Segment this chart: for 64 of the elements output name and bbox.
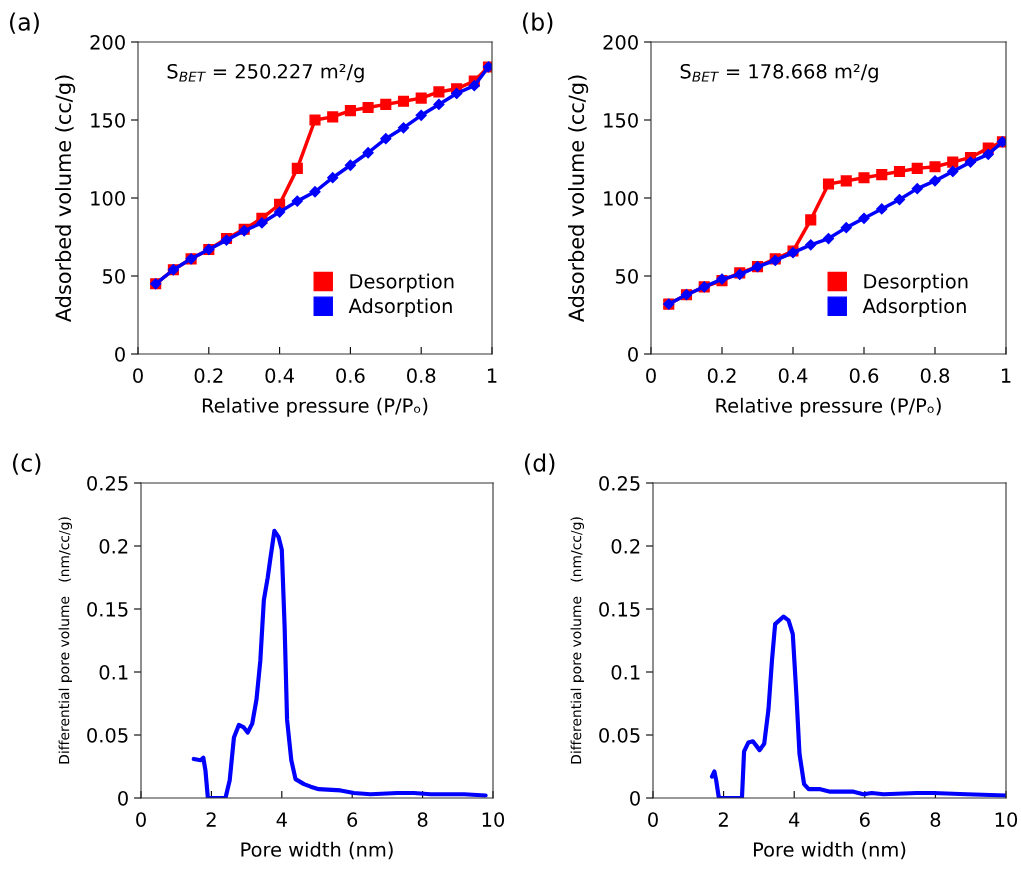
x-tick-label: 10 bbox=[482, 812, 505, 827]
y-tick-label: 0 bbox=[630, 790, 640, 806]
y-tick-label: 0.15 bbox=[87, 601, 128, 617]
legend-label: Adsorption bbox=[862, 298, 966, 318]
x-tick-label: 1 bbox=[487, 368, 497, 383]
x-tick-label: 0 bbox=[648, 812, 658, 827]
y-axis-title: Adsorbed volume (cc/g) bbox=[568, 75, 589, 323]
x-tick-label: 2 bbox=[206, 812, 216, 827]
y-tick-label: 0 bbox=[115, 346, 125, 362]
legend-label: Desorption bbox=[350, 273, 454, 293]
x-tick-label: 0 bbox=[133, 368, 143, 383]
x-tick-label: 0.6 bbox=[336, 368, 365, 383]
legend-label: Desorption bbox=[864, 273, 968, 293]
y-axis-title: Differential pore volume (nm/cc/g) bbox=[58, 517, 73, 764]
y-tick-label: 50 bbox=[102, 268, 125, 284]
annotation: S$_{BET}$ = 178.668 m²/g bbox=[680, 63, 878, 83]
y-tick-label: 0.2 bbox=[611, 538, 640, 554]
text: (c) bbox=[13, 453, 41, 475]
x-tick-label: 8 bbox=[417, 812, 428, 827]
x-tick-label: 4 bbox=[788, 812, 800, 827]
x-tick-label: 6 bbox=[347, 812, 358, 827]
y-tick-label: 150 bbox=[91, 112, 125, 128]
x-tick-label: 0.8 bbox=[407, 368, 436, 383]
y-tick-label: 0.1 bbox=[611, 664, 640, 680]
x-tick-label: 4 bbox=[276, 812, 287, 827]
x-axis-title: Relative pressure (P/Pₒ) bbox=[202, 397, 428, 417]
x-tick-label: 1 bbox=[1001, 368, 1011, 383]
y-tick-label: 0.25 bbox=[87, 475, 128, 491]
x-axis-title: Pore width (nm) bbox=[241, 841, 393, 860]
x-tick-label: 6 bbox=[859, 812, 870, 827]
x-tick-label: 10 bbox=[995, 812, 1018, 827]
y-tick-label: 100 bbox=[91, 190, 125, 206]
y-tick-label: 0.1 bbox=[99, 664, 128, 680]
text: (d) bbox=[525, 453, 555, 475]
legend-label: Adsorption bbox=[348, 298, 452, 318]
x-tick-label: 0 bbox=[646, 368, 656, 383]
y-tick-label: 0.25 bbox=[599, 475, 640, 491]
y-tick-label: 200 bbox=[603, 34, 638, 50]
x-tick-label: 0.2 bbox=[707, 368, 736, 383]
x-tick-label: 0.6 bbox=[849, 368, 879, 383]
x-tick-label: 0.4 bbox=[265, 368, 294, 383]
y-axis-title: Differential pore volume (nm/cc/g) bbox=[570, 517, 585, 764]
x-tick-label: 0.8 bbox=[920, 368, 950, 383]
y-tick-label: 0.2 bbox=[99, 538, 128, 554]
y-tick-label: 0.05 bbox=[599, 727, 640, 743]
y-tick-label: 50 bbox=[615, 268, 638, 284]
x-tick-label: 0 bbox=[136, 812, 146, 827]
x-axis-title: Pore width (nm) bbox=[753, 841, 906, 860]
y-tick-label: 200 bbox=[90, 34, 125, 50]
x-tick-label: 8 bbox=[930, 812, 941, 827]
y-tick-label: 100 bbox=[604, 190, 638, 206]
x-tick-label: 0.4 bbox=[778, 368, 808, 383]
text: (b) bbox=[523, 12, 553, 34]
y-tick-label: 0.15 bbox=[599, 601, 640, 617]
x-tick-label: 2 bbox=[718, 812, 728, 827]
annotation: S$_{BET}$ = 250.227 m²/g bbox=[167, 63, 364, 83]
y-tick-label: 0.05 bbox=[87, 727, 128, 743]
x-tick-label: 0.2 bbox=[194, 368, 223, 383]
y-tick-label: 0 bbox=[628, 346, 638, 362]
y-axis-title: Adsorbed volume (cc/g) bbox=[55, 75, 76, 323]
y-tick-label: 150 bbox=[604, 112, 638, 128]
x-axis-title: Relative pressure (P/Pₒ) bbox=[716, 397, 941, 417]
text: (a) bbox=[10, 12, 39, 34]
y-tick-label: 0 bbox=[118, 790, 128, 806]
